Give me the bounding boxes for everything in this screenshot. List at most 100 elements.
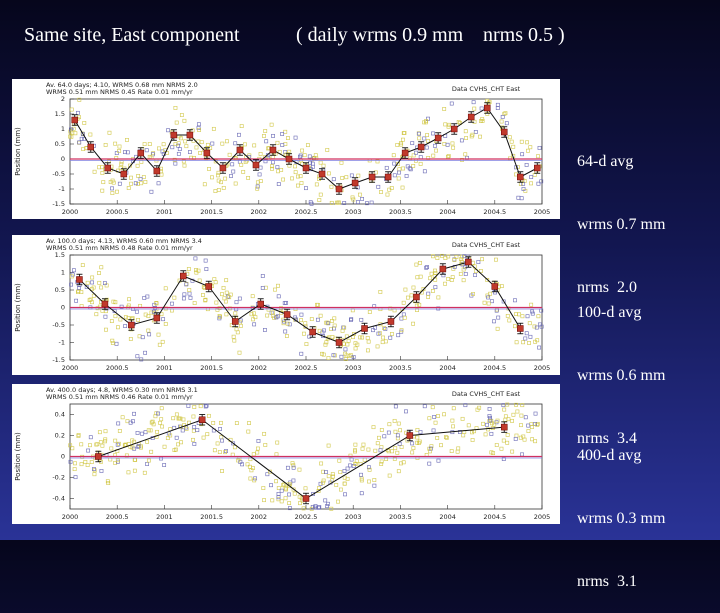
daily-point [227,152,232,157]
daily-point [494,257,498,262]
daily-point [359,472,363,477]
daily-point [301,506,306,511]
y-tick-label: 1.5 [55,251,65,259]
daily-point [466,423,471,428]
y-tick-label: 0.5 [55,140,65,148]
daily-point [501,403,506,408]
daily-point [71,126,76,131]
title-nrms: nrms 0.5 ) [483,24,565,46]
daily-point [360,197,364,201]
x-tick-label: 2002.5 [295,513,318,521]
daily-point [518,182,523,186]
daily-point [139,181,144,186]
daily-point [442,107,447,111]
daily-point [443,122,448,127]
x-tick-label: 2005 [534,513,551,521]
daily-point [143,180,148,184]
daily-point [395,450,400,455]
daily-point [156,146,161,151]
side-label-400d: 400-d avg wrms 0.3 mm nrms 3.1 [577,403,665,613]
daily-point [265,304,270,309]
daily-point [400,185,405,190]
daily-point [526,429,531,433]
daily-point [271,160,275,165]
x-tick-label: 2002 [251,208,268,216]
daily-point [216,178,221,183]
daily-point [110,186,114,191]
daily-point [118,165,123,170]
daily-point [227,295,232,300]
slide-title: Same site, East component ( daily wrms 0… [24,24,714,52]
daily-point [505,402,510,407]
daily-point [351,335,355,340]
daily-point [415,428,420,432]
daily-point [69,282,74,287]
daily-point [411,285,416,290]
daily-point [470,260,475,265]
daily-point [223,450,227,455]
average-point [491,283,499,290]
daily-point [487,407,492,411]
daily-point [460,157,464,162]
daily-point [258,151,263,156]
daily-point [115,458,120,463]
average-point [500,423,508,431]
daily-point [91,285,96,290]
x-tick-label: 2004.5 [483,208,506,216]
daily-point [201,293,205,297]
daily-point [79,442,84,447]
daily-point [80,263,85,268]
daily-point [100,188,105,193]
daily-point [350,195,355,200]
daily-point [520,452,524,457]
average-point [170,131,178,139]
daily-point [275,165,280,170]
daily-point [73,131,78,136]
daily-point [446,277,451,281]
daily-point [163,286,168,291]
y-tick-label: 1 [61,125,65,133]
y-tick-label: 0.5 [55,286,65,294]
daily-point [172,157,177,162]
daily-point [530,309,534,314]
daily-point [193,256,198,261]
daily-point [146,328,151,333]
daily-point [276,169,280,174]
daily-point [126,303,131,308]
daily-point [470,438,475,442]
daily-point [429,271,434,276]
daily-point [480,117,485,121]
daily-point [417,439,422,444]
daily-point [326,321,331,326]
daily-point [365,336,370,340]
title-daily-wrms: ( daily wrms 0.9 mm [296,24,464,46]
daily-point [436,295,441,300]
daily-point [126,470,131,475]
daily-point [476,260,481,264]
daily-point [250,294,255,299]
daily-point [281,308,286,313]
daily-point [264,139,269,144]
daily-point [70,446,75,451]
daily-point [262,134,266,138]
daily-point [285,465,290,470]
daily-point [342,201,347,205]
daily-point [287,492,292,497]
daily-point [421,287,426,291]
daily-point [134,309,139,314]
daily-point [204,403,209,408]
daily-point [296,174,300,179]
daily-point [151,309,156,314]
daily-point [192,442,197,446]
daily-point [418,430,423,434]
daily-point [231,441,236,446]
daily-point [425,265,429,269]
daily-point [537,145,542,150]
daily-point [348,453,353,458]
average-point [517,173,524,181]
daily-point [358,335,363,340]
daily-point [136,444,141,449]
chart-64d: Av. 64.0 days; 4.10, WRMS 0.68 mm NRMS 2… [14,81,550,216]
daily-point [97,271,101,275]
x-tick-label: 2004.5 [483,513,506,521]
